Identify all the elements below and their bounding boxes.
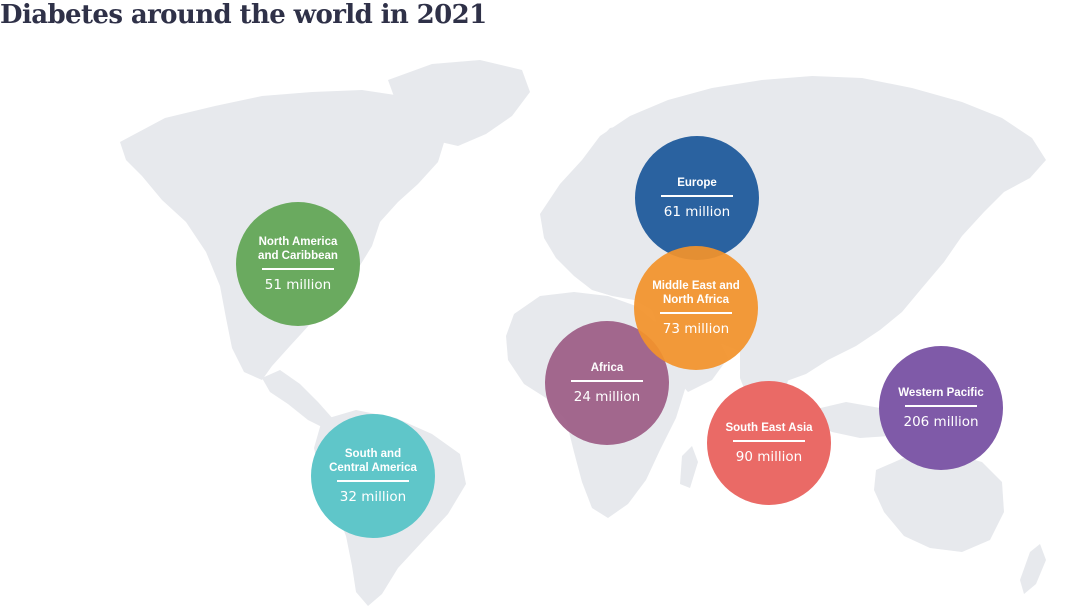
map-australia: [874, 452, 1004, 552]
divider: [733, 440, 805, 442]
divider: [571, 380, 643, 382]
region-value: 61 million: [663, 203, 731, 220]
region-bubble-europe: Europe 61 million: [635, 136, 759, 260]
divider: [661, 195, 733, 197]
region-name: Africa: [590, 362, 624, 375]
region-bubble-western-pacific: Western Pacific 206 million: [879, 346, 1003, 470]
region-name: Western Pacific: [898, 387, 984, 400]
region-value: 206 million: [903, 413, 979, 430]
divider: [337, 480, 409, 482]
region-value: 90 million: [735, 448, 803, 465]
map-greenland: [388, 60, 530, 146]
region-value: 73 million: [662, 320, 730, 337]
region-name: Middle East and North Africa: [652, 280, 740, 307]
map-new-zealand: [1020, 544, 1046, 594]
region-value: 32 million: [339, 488, 407, 505]
region-name: South East Asia: [725, 422, 813, 435]
region-value: 24 million: [573, 388, 641, 405]
divider: [262, 268, 334, 270]
map-madagascar: [680, 446, 698, 488]
divider: [660, 312, 732, 314]
region-bubble-north-america-caribbean: North America and Caribbean 51 million: [236, 202, 360, 326]
map-scandinavia: [578, 124, 634, 204]
map-central-america: [262, 370, 334, 430]
divider: [905, 405, 977, 407]
map-japan: [926, 218, 952, 272]
region-name: North America and Caribbean: [258, 236, 338, 263]
region-value: 51 million: [264, 276, 332, 293]
page-title: Diabetes around the world in 2021: [0, 0, 487, 30]
region-name: South and Central America: [329, 448, 417, 475]
region-bubble-south-central-america: South and Central America 32 million: [311, 414, 435, 538]
region-bubble-south-east-asia: South East Asia 90 million: [707, 381, 831, 505]
map-uk: [544, 192, 566, 228]
region-name: Europe: [677, 177, 717, 190]
region-bubble-middle-east-north-africa: Middle East and North Africa 73 million: [634, 246, 758, 370]
